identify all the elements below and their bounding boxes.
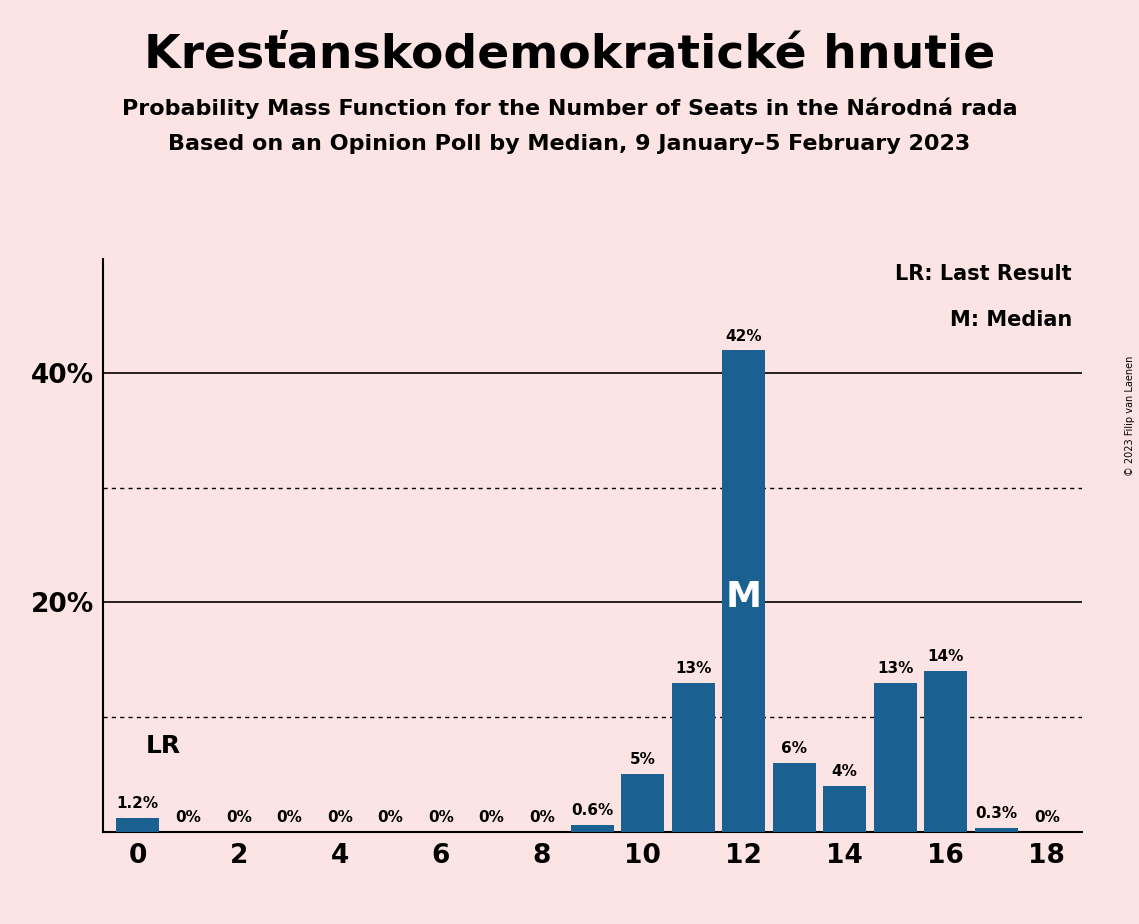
Text: 0%: 0%: [226, 809, 252, 825]
Text: 0.3%: 0.3%: [975, 807, 1017, 821]
Text: 4%: 4%: [831, 764, 858, 779]
Text: 14%: 14%: [927, 650, 964, 664]
Text: 13%: 13%: [675, 661, 712, 675]
Bar: [672, 683, 715, 832]
Text: 42%: 42%: [726, 329, 762, 344]
Bar: [823, 785, 866, 832]
Bar: [116, 818, 159, 832]
Text: 0.6%: 0.6%: [571, 803, 614, 818]
Bar: [571, 825, 614, 832]
Text: 0%: 0%: [528, 809, 555, 825]
Bar: [975, 828, 1017, 832]
Text: LR: LR: [146, 734, 181, 758]
Text: Probability Mass Function for the Number of Seats in the Národná rada: Probability Mass Function for the Number…: [122, 97, 1017, 118]
Text: Kresťanskodemokratické hnutie: Kresťanskodemokratické hnutie: [144, 32, 995, 78]
Text: 6%: 6%: [781, 741, 808, 756]
Text: M: Median: M: Median: [950, 310, 1072, 330]
Text: M: M: [726, 579, 762, 614]
Text: 0%: 0%: [277, 809, 302, 825]
Text: 0%: 0%: [377, 809, 403, 825]
Text: 0%: 0%: [175, 809, 202, 825]
Text: 0%: 0%: [478, 809, 505, 825]
Text: 1.2%: 1.2%: [117, 796, 159, 811]
Bar: [772, 763, 816, 832]
Bar: [722, 350, 765, 832]
Bar: [621, 774, 664, 832]
Text: 0%: 0%: [1034, 809, 1059, 825]
Text: 13%: 13%: [877, 661, 913, 675]
Text: Based on an Opinion Poll by Median, 9 January–5 February 2023: Based on an Opinion Poll by Median, 9 Ja…: [169, 134, 970, 154]
Text: 0%: 0%: [428, 809, 453, 825]
Bar: [874, 683, 917, 832]
Text: 0%: 0%: [327, 809, 353, 825]
Text: LR: Last Result: LR: Last Result: [895, 264, 1072, 285]
Text: © 2023 Filip van Laenen: © 2023 Filip van Laenen: [1125, 356, 1134, 476]
Bar: [924, 671, 967, 832]
Text: 5%: 5%: [630, 752, 656, 768]
